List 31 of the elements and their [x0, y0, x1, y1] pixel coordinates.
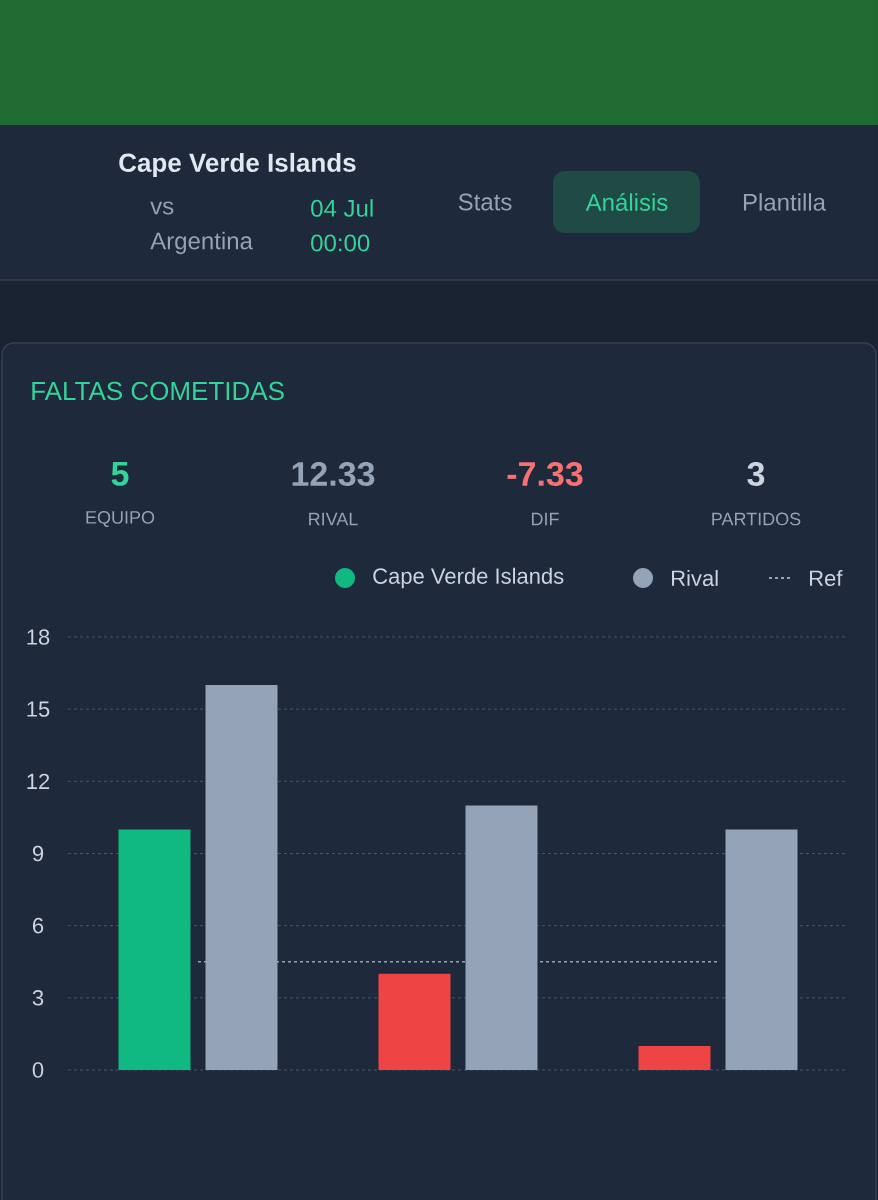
text: 5	[111, 462, 129, 486]
y-tick-label: 0	[32, 1062, 44, 1078]
text: RIVAL	[309, 512, 358, 526]
text: Argentina	[150, 231, 253, 255]
bar	[378, 973, 451, 1070]
text: Plantilla	[743, 193, 826, 211]
bar	[118, 829, 191, 1070]
chart-title: FALTAS COMETIDAS	[32, 381, 284, 401]
y-tick-label: 18	[27, 629, 50, 645]
legend-label: Ref	[810, 569, 843, 587]
y-tick-label: 12	[27, 773, 50, 790]
y-tick-label: 9	[32, 845, 44, 862]
bar	[725, 829, 798, 1070]
text: -7.33	[507, 461, 583, 487]
text: 00:00	[311, 234, 370, 252]
y-tick-label: 15	[27, 701, 50, 717]
y-tick-label: 6	[33, 917, 44, 934]
text: DIF	[531, 512, 559, 526]
bar	[638, 1045, 711, 1070]
y-tick-label: 3	[32, 990, 44, 1006]
text: 04 Jul	[311, 199, 373, 217]
text: 3	[747, 461, 765, 487]
legend-label: Cape Verde Islands	[373, 567, 564, 589]
text: Análisis	[585, 193, 668, 211]
legend-label: Rival	[672, 569, 718, 587]
text: PARTIDOS	[712, 512, 801, 526]
text: vs	[150, 201, 174, 215]
text: 12.33	[292, 461, 375, 487]
text: Cape Verde Islands	[119, 152, 356, 178]
text: Stats	[458, 193, 512, 211]
text: EQUIPO	[86, 511, 155, 527]
